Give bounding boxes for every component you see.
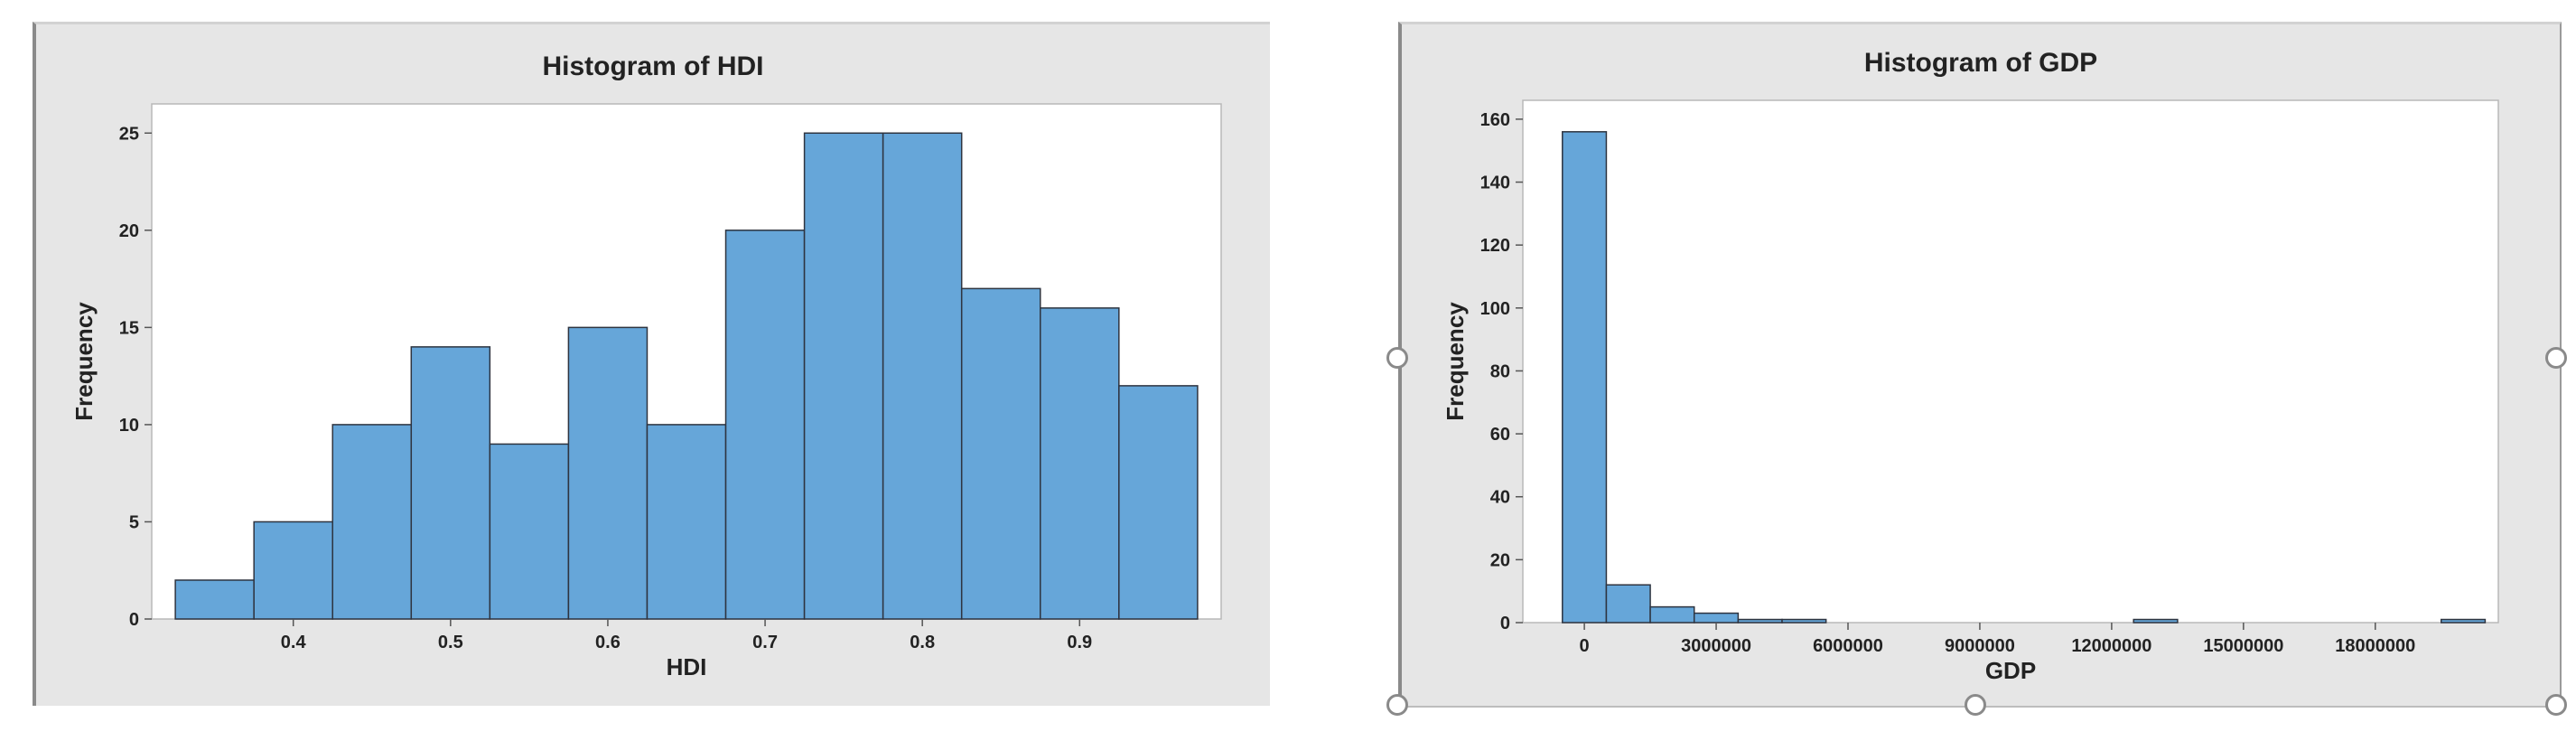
hdi-x-tick-label: 0.7 — [752, 633, 778, 652]
gdp-x-axis-title: GDP — [1985, 657, 2036, 684]
resize-handle-bottom[interactable] — [1965, 694, 1986, 716]
hdi-y-tick-label: 5 — [129, 512, 139, 532]
resize-handle-bottom-left[interactable] — [1386, 694, 1408, 716]
hdi-bar — [174, 579, 255, 620]
gdp-y-tick-label: 0 — [1500, 614, 1510, 633]
hdi-x-axis-title: HDI — [667, 653, 707, 680]
gdp-y-tick-label: 80 — [1490, 361, 1510, 381]
hdi-bar — [489, 443, 570, 620]
hdi-bar — [882, 132, 963, 620]
resize-handle-right[interactable] — [2545, 347, 2567, 369]
gdp-histogram-panel[interactable]: Histogram of GDP 0 20 40 60 80 100 120 140 160 0 3… — [1398, 22, 2562, 708]
gdp-y-tick-label: 140 — [1480, 174, 1510, 193]
hdi-y-tick-label: 20 — [119, 221, 139, 241]
hdi-y-tick-label: 10 — [119, 416, 139, 436]
hdi-bar — [724, 230, 806, 620]
hdi-x-tick-label: 0.8 — [910, 633, 935, 652]
hdi-bar — [1118, 385, 1199, 620]
gdp-y-tick-label: 120 — [1480, 236, 1510, 256]
hdi-x-tick-label: 0.4 — [281, 633, 307, 652]
gdp-bar — [1605, 584, 1651, 624]
hdi-y-tick-label: 0 — [129, 610, 139, 630]
hdi-bar — [960, 287, 1041, 620]
gdp-bar — [1649, 605, 1695, 624]
gdp-y-tick-label: 40 — [1490, 488, 1510, 508]
gdp-y-axis-title: Frequency — [1442, 302, 1469, 421]
gdp-bar — [1781, 618, 1827, 624]
gdp-plot-area — [1522, 99, 2499, 624]
hdi-x-tick-label: 0.5 — [438, 633, 463, 652]
gdp-chart-title: Histogram of GDP — [1863, 48, 2098, 78]
hdi-bar — [803, 132, 884, 620]
gdp-histogram-plot: 0 20 40 60 80 100 120 140 160 0 3000000 6000000 9000… — [1442, 99, 2499, 684]
hdi-bar — [567, 326, 649, 620]
hdi-x-tick-label: 0.9 — [1067, 633, 1092, 652]
hdi-histogram-panel: Histogram of HDI 0 5 10 15 20 25 0.4 0.5 0.6 0.7 0… — [33, 22, 1270, 706]
hdi-y-tick-label: 25 — [119, 124, 139, 144]
resize-handle-left[interactable] — [1386, 347, 1408, 369]
gdp-x-tick-label: 6000000 — [1813, 636, 1883, 656]
gdp-x-tick-label: 15000000 — [2203, 636, 2283, 656]
gdp-x-tick-label: 18000000 — [2335, 636, 2415, 656]
gdp-y-tick-label: 100 — [1480, 299, 1510, 319]
hdi-bar — [331, 424, 413, 620]
hdi-x-tick-label: 0.6 — [595, 633, 621, 652]
gdp-x-tick-label: 0 — [1580, 636, 1590, 656]
gdp-bar — [2133, 618, 2179, 624]
hdi-bar — [410, 346, 491, 620]
gdp-x-tick-label: 12000000 — [2071, 636, 2151, 656]
gdp-y-tick-label: 160 — [1480, 110, 1510, 130]
gdp-x-tick-label: 3000000 — [1681, 636, 1751, 656]
resize-handle-bottom-right[interactable] — [2545, 694, 2567, 716]
hdi-y-axis-title: Frequency — [70, 302, 98, 421]
hdi-bar — [253, 521, 333, 620]
gdp-bar — [1737, 618, 1783, 624]
gdp-y-tick-label: 20 — [1490, 550, 1510, 570]
hdi-histogram-plot: 0 5 10 15 20 25 0.4 0.5 0.6 0.7 0.8 0.9 HDI Frequency — [70, 103, 1222, 680]
gdp-x-tick-label: 9000000 — [1945, 636, 2015, 656]
hdi-chart-title: Histogram of HDI — [542, 52, 764, 81]
gdp-bar — [2441, 618, 2487, 624]
gdp-bar — [1562, 131, 1608, 624]
gdp-y-tick-label: 60 — [1490, 425, 1510, 445]
hdi-bar — [1040, 307, 1120, 620]
gdp-bar — [1693, 612, 1740, 624]
hdi-bar — [646, 424, 727, 620]
hdi-y-tick-label: 15 — [119, 318, 139, 338]
